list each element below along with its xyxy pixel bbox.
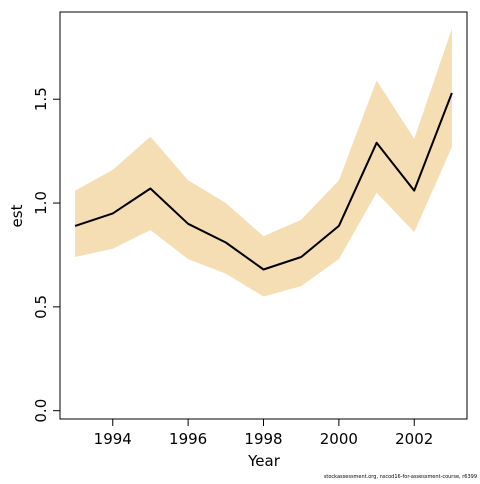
- x-tick-label: 1994: [94, 430, 132, 448]
- data-point-2002: [412, 189, 416, 193]
- x-tick-label: 1996: [169, 430, 207, 448]
- y-tick-label: 1.0: [32, 191, 50, 215]
- x-tick-label: 2002: [395, 430, 433, 448]
- data-point-1998: [262, 268, 266, 272]
- data-point-2001: [375, 141, 379, 145]
- data-point-2003: [450, 91, 454, 95]
- data-point-2000: [337, 224, 341, 228]
- x-tick-label: 2000: [320, 430, 358, 448]
- y-tick-label: 1.5: [32, 87, 50, 111]
- y-tick-label: 0.0: [32, 399, 50, 423]
- data-point-1997: [224, 241, 228, 245]
- footer-note: stockassessment.org, nscod16-for-assessm…: [324, 474, 477, 480]
- y-tick-label: 0.5: [32, 295, 50, 319]
- data-point-1994: [111, 211, 115, 215]
- x-tick-label: 1998: [244, 430, 282, 448]
- y-axis: 0.0 0.5 1.0 1.5: [32, 87, 60, 423]
- data-point-1995: [148, 187, 152, 191]
- estimate-line: [74, 92, 453, 271]
- data-point-1999: [299, 255, 303, 259]
- data-point-1993: [73, 224, 77, 228]
- data-point-1996: [186, 222, 190, 226]
- x-axis: 1994 1996 1998 2000 2002: [94, 419, 433, 448]
- plot-area: [73, 28, 454, 297]
- x-axis-title: Year: [247, 452, 281, 470]
- confidence-band: [75, 28, 452, 297]
- y-axis-title: est: [8, 204, 26, 227]
